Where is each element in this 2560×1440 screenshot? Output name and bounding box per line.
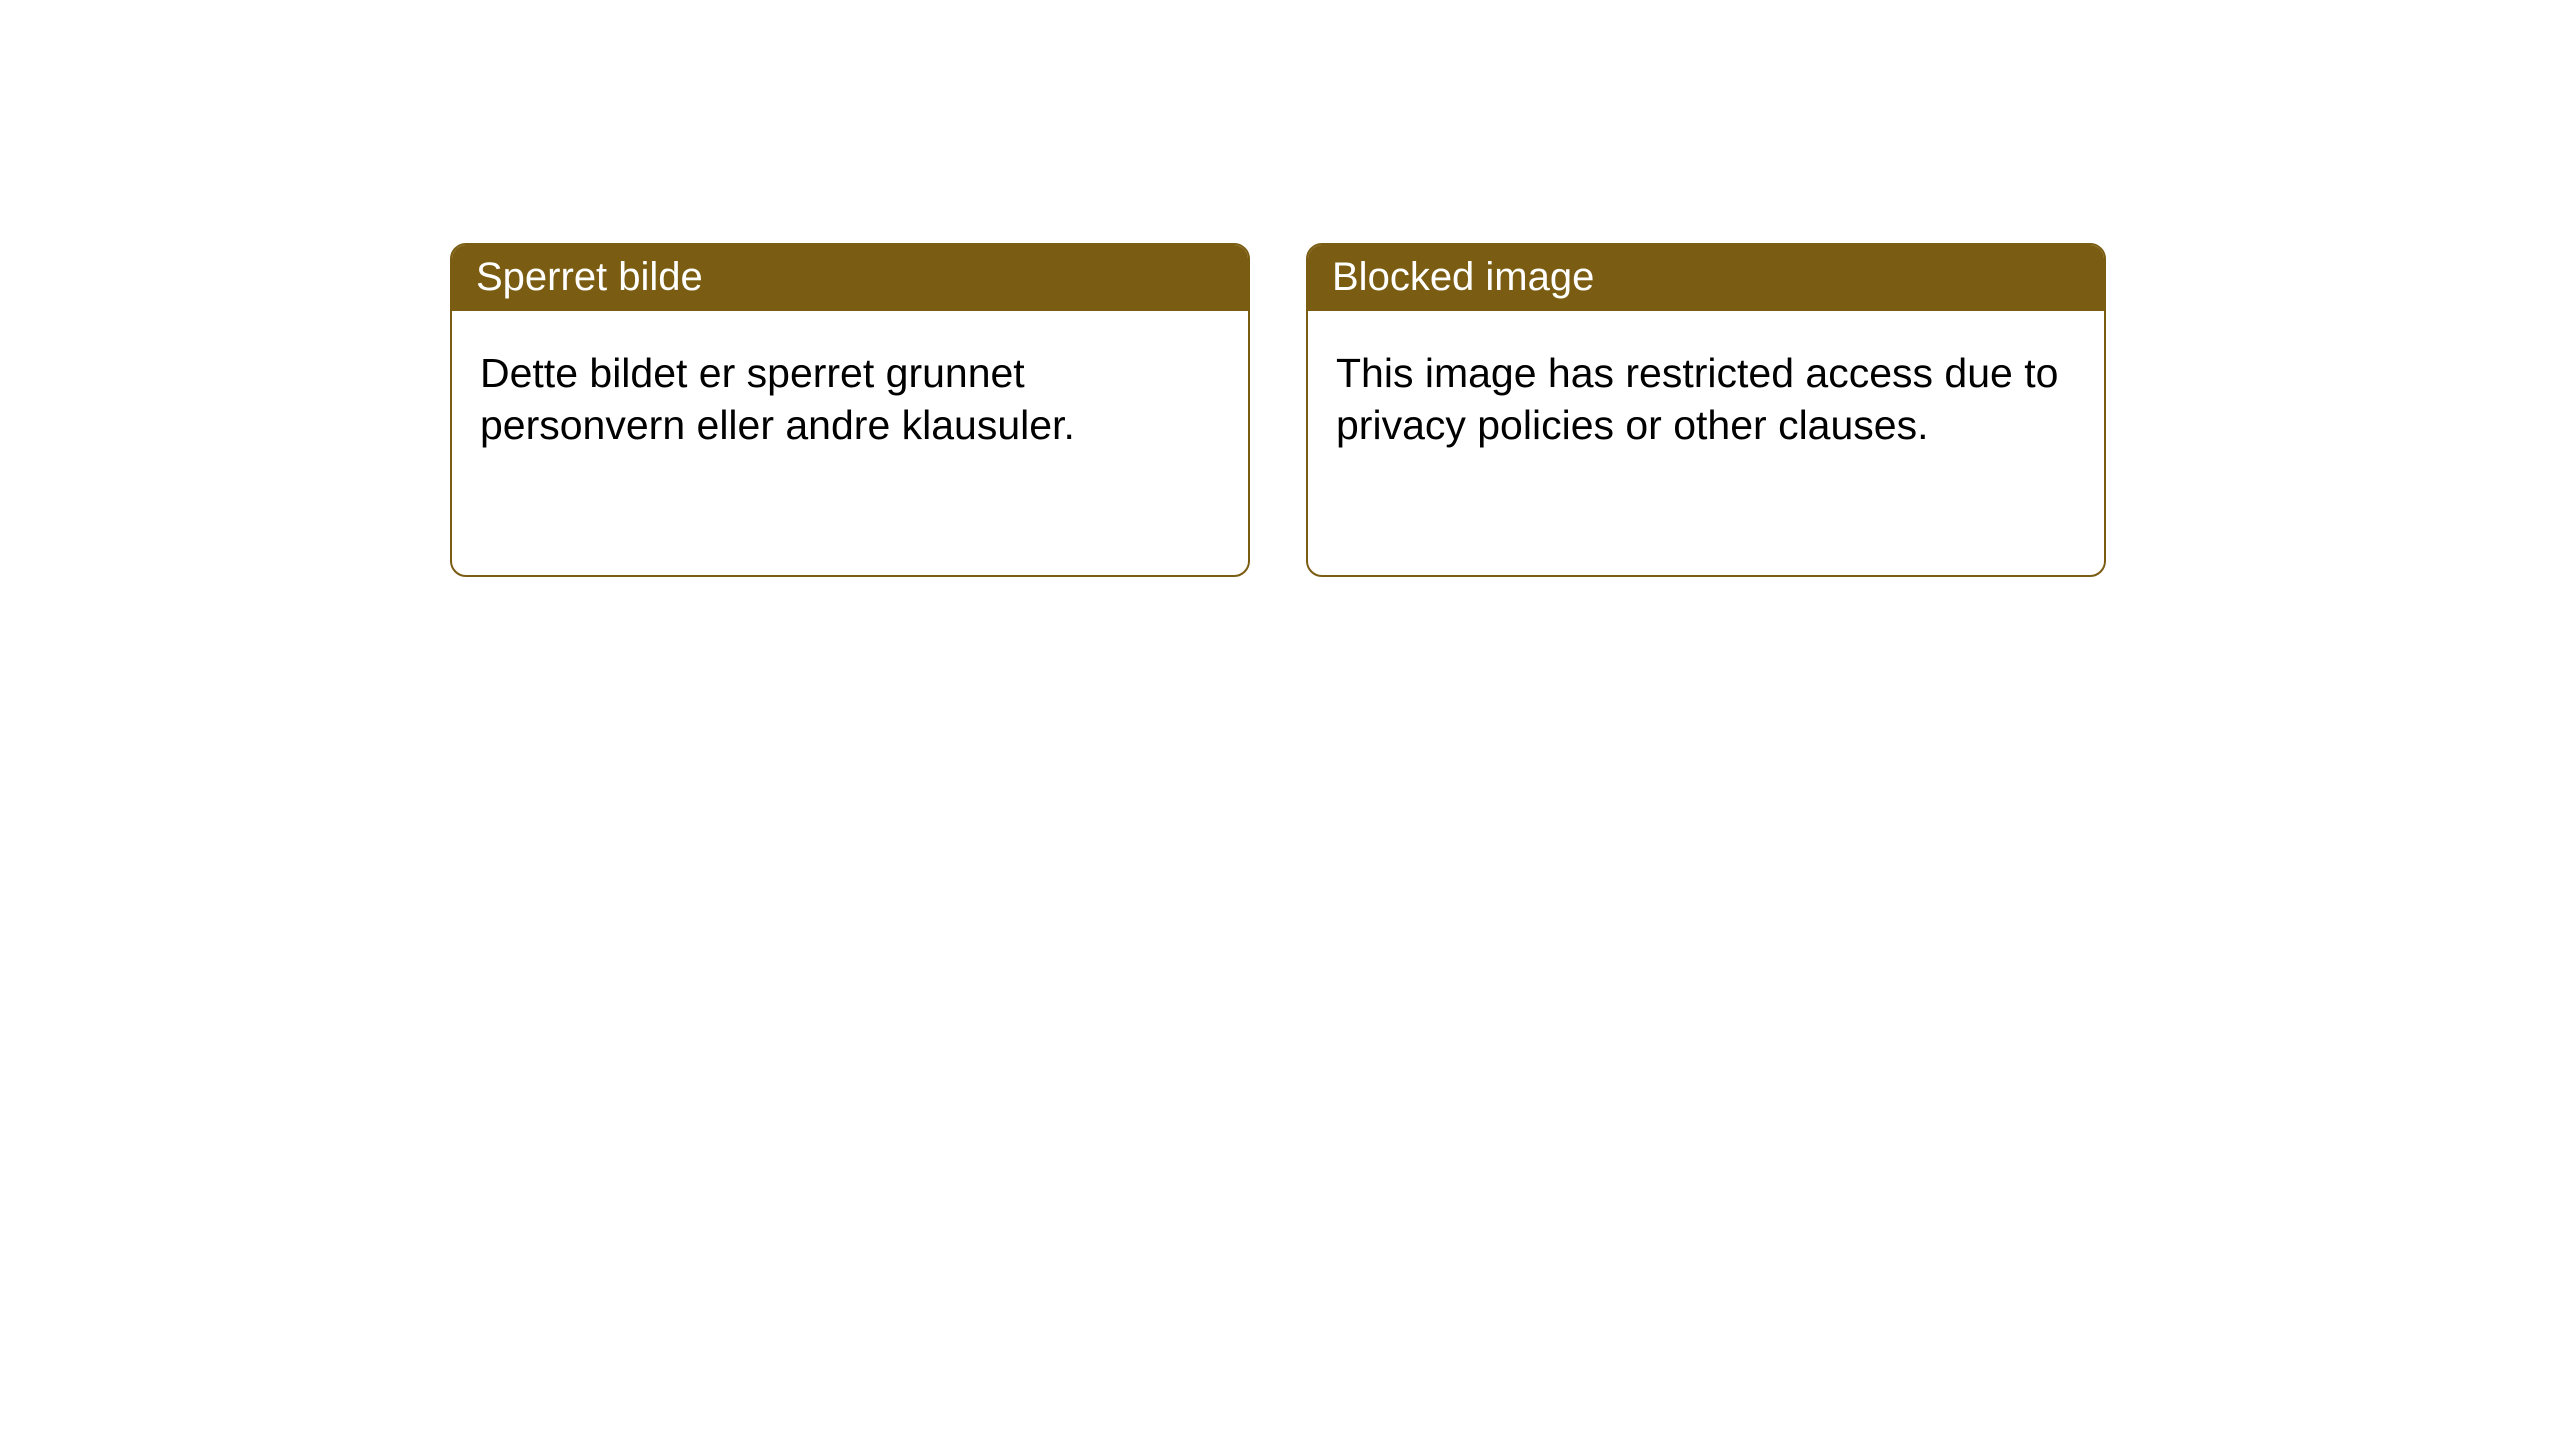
- blocked-image-panel-norwegian: Sperret bilde Dette bildet er sperret gr…: [450, 243, 1250, 577]
- panel-header-english: Blocked image: [1308, 245, 2104, 311]
- panel-body-english: This image has restricted access due to …: [1308, 311, 2104, 472]
- notice-container: Sperret bilde Dette bildet er sperret gr…: [0, 0, 2560, 577]
- blocked-image-panel-english: Blocked image This image has restricted …: [1306, 243, 2106, 577]
- panel-header-norwegian: Sperret bilde: [452, 245, 1248, 311]
- panel-body-norwegian: Dette bildet er sperret grunnet personve…: [452, 311, 1248, 472]
